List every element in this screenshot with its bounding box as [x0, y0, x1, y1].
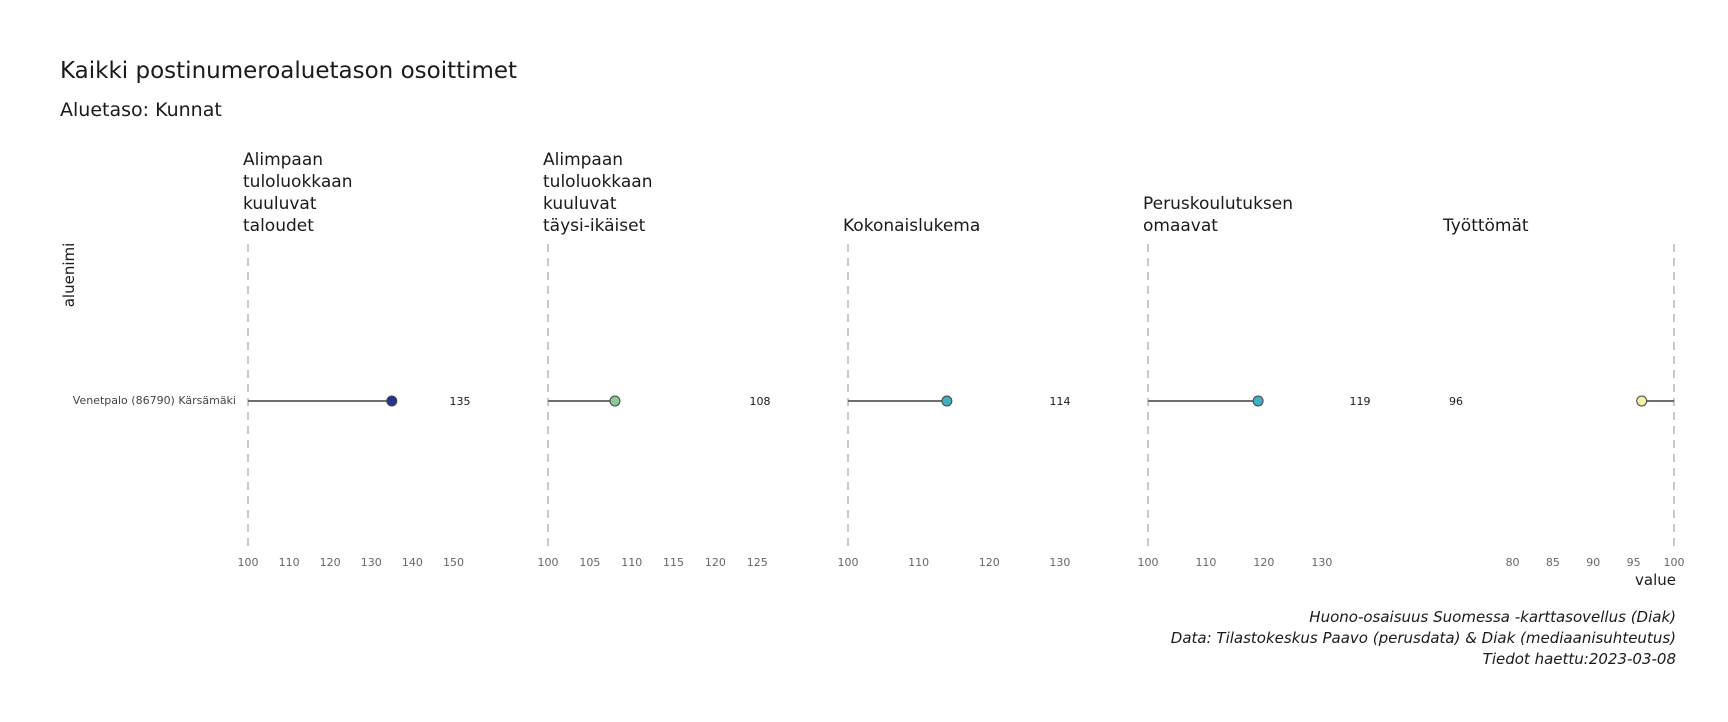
value-label-1: 135: [450, 395, 471, 408]
x-tick-label: 100: [838, 556, 859, 569]
x-tick-label: 120: [705, 556, 726, 569]
x-tick-label: 115: [663, 556, 684, 569]
facet-panel-3: Kokonaislukema 100 110 120 130 114: [838, 216, 1071, 569]
x-tick-label: 85: [1546, 556, 1560, 569]
x-tick-label: 95: [1627, 556, 1641, 569]
x-tick-label: 110: [908, 556, 929, 569]
lollipop-point-1: [386, 395, 398, 407]
lollipop-point-5: [1636, 395, 1648, 407]
facet-title-2: Alimpaan tuloluokkaan kuuluvat täysi-ikäise…: [543, 150, 652, 236]
lollipop-point-4: [1252, 395, 1264, 407]
x-tick-label: 130: [1049, 556, 1070, 569]
x-tick-label: 100: [238, 556, 259, 569]
x-tick-label: 130: [1311, 556, 1332, 569]
x-tick-label: 105: [579, 556, 600, 569]
facet-panel-5: Työttömät 80 85 90 95 100 96: [1442, 216, 1685, 569]
caption-line-1: Huono-osaisuus Suomessa -karttasovellus …: [1309, 608, 1676, 626]
category-label: Venetpalo (86790) Kärsämäki: [73, 394, 236, 407]
facets: Alimpaan tuloluokkaan kuuluvat taloudet 100 1…: [238, 150, 1685, 569]
x-tick-label: 100: [538, 556, 559, 569]
chart-subtitle: Aluetaso: Kunnat: [60, 99, 222, 121]
caption-line-2: Data: Tilastokeskus Paavo (perusdata) & …: [1171, 629, 1676, 647]
x-tick-label: 100: [1664, 556, 1685, 569]
x-tick-label: 100: [1138, 556, 1159, 569]
x-tick-label: 110: [621, 556, 642, 569]
x-tick-label: 140: [402, 556, 423, 569]
x-tick-label: 80: [1506, 556, 1520, 569]
x-tick-label: 120: [979, 556, 1000, 569]
facet-panel-2: Alimpaan tuloluokkaan kuuluvat täysi-ikäise…: [538, 150, 771, 569]
lollipop-point-2: [609, 395, 621, 407]
chart-title: Kaikki postinumeroaluetason osoittimet: [60, 58, 517, 84]
x-tick-label: 110: [279, 556, 300, 569]
x-tick-label: 90: [1586, 556, 1600, 569]
x-tick-label: 125: [747, 556, 768, 569]
value-label-3: 114: [1050, 395, 1071, 408]
x-tick-label: 120: [320, 556, 341, 569]
value-label-5: 96: [1449, 395, 1463, 408]
x-axis-label: value: [1635, 571, 1676, 589]
facet-title-4: Peruskoulutuksen omaavat: [1143, 194, 1293, 236]
facet-panel-4: Peruskoulutuksen omaavat 100 110 120 130 119: [1138, 194, 1371, 569]
lollipop-point-3: [941, 395, 953, 407]
value-label-4: 119: [1350, 395, 1371, 408]
facet-title-1: Alimpaan tuloluokkaan kuuluvat taloudet: [243, 150, 352, 236]
x-tick-label: 110: [1195, 556, 1216, 569]
x-tick-label: 130: [361, 556, 382, 569]
facet-title-5: Työttömät: [1442, 216, 1529, 236]
x-tick-label: 150: [443, 556, 464, 569]
facet-panel-1: Alimpaan tuloluokkaan kuuluvat taloudet 100 1…: [238, 150, 471, 569]
facet-title-3: Kokonaislukema: [843, 216, 980, 236]
x-tick-label: 120: [1253, 556, 1274, 569]
value-label-2: 108: [750, 395, 771, 408]
caption-line-3: Tiedot haettu:2023-03-08: [1483, 650, 1676, 668]
y-axis-label: aluenimi: [60, 243, 78, 308]
